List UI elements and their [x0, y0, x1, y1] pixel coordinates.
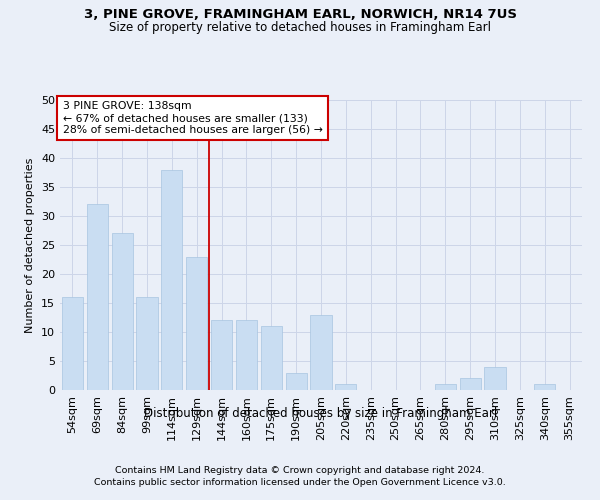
Bar [534, 384, 555, 390]
Bar [435, 384, 456, 390]
Text: 3, PINE GROVE, FRAMINGHAM EARL, NORWICH, NR14 7US: 3, PINE GROVE, FRAMINGHAM EARL, NORWICH,… [83, 8, 517, 20]
Bar [112, 234, 133, 390]
Bar [460, 378, 481, 390]
Bar [484, 367, 506, 390]
Bar [236, 320, 257, 390]
Bar [87, 204, 108, 390]
Text: Contains public sector information licensed under the Open Government Licence v3: Contains public sector information licen… [94, 478, 506, 487]
Bar [136, 297, 158, 390]
Bar [310, 314, 332, 390]
Bar [335, 384, 356, 390]
Text: Size of property relative to detached houses in Framingham Earl: Size of property relative to detached ho… [109, 21, 491, 34]
Bar [186, 256, 207, 390]
Text: 3 PINE GROVE: 138sqm
← 67% of detached houses are smaller (133)
28% of semi-deta: 3 PINE GROVE: 138sqm ← 67% of detached h… [62, 102, 322, 134]
Bar [161, 170, 182, 390]
Bar [286, 372, 307, 390]
Bar [62, 297, 83, 390]
Text: Distribution of detached houses by size in Framingham Earl: Distribution of detached houses by size … [145, 408, 497, 420]
Text: Contains HM Land Registry data © Crown copyright and database right 2024.: Contains HM Land Registry data © Crown c… [115, 466, 485, 475]
Bar [261, 326, 282, 390]
Y-axis label: Number of detached properties: Number of detached properties [25, 158, 35, 332]
Bar [211, 320, 232, 390]
